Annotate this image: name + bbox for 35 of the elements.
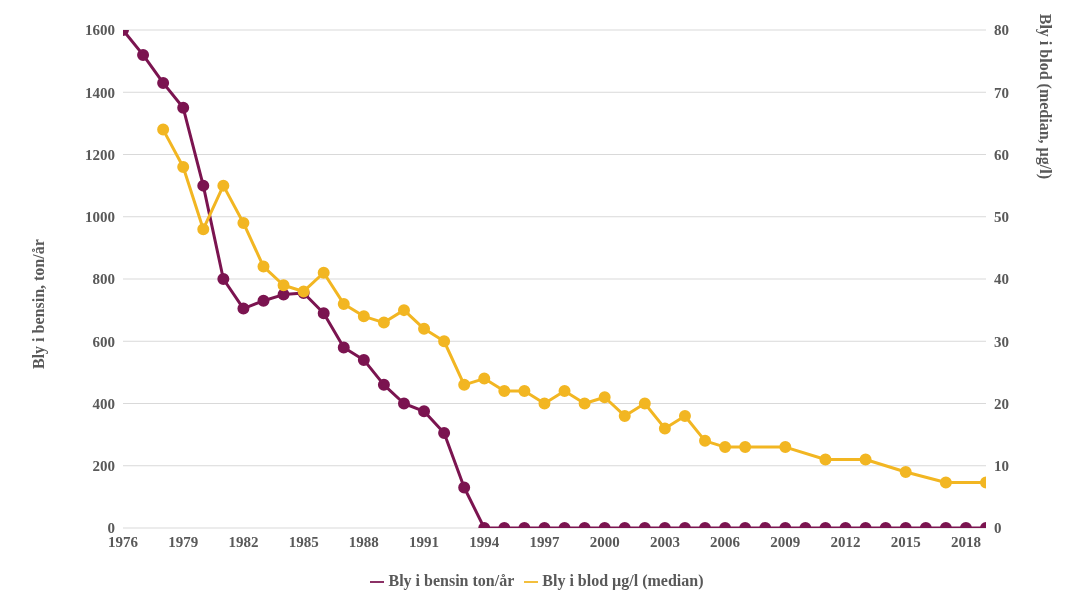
x-tick-label: 2003 <box>649 533 680 550</box>
x-tick-label: 1982 <box>228 533 259 550</box>
x-tick-label: 1985 <box>288 533 319 550</box>
x-tick-label: 2000 <box>589 533 620 550</box>
y-tick-label: 800 <box>92 271 115 288</box>
y2-axis-title: Bly i blod (median, µg/l) <box>1036 13 1055 179</box>
x-tick-label: 1994 <box>469 533 500 550</box>
y2-tick-label: 30 <box>994 333 1009 350</box>
x-tick-label: 2018 <box>950 533 981 550</box>
y2-tick-label: 40 <box>994 271 1009 288</box>
x-tick-label: 2009 <box>770 533 801 550</box>
y2-tick-label: 0 <box>994 520 1002 537</box>
y-tick-label: 1200 <box>85 146 115 163</box>
y2-tick-label: 20 <box>994 395 1009 412</box>
x-tick-label: 1997 <box>529 533 560 550</box>
legend-label: Bly i bensin ton/år <box>388 572 515 589</box>
y-tick-label: 600 <box>92 333 115 350</box>
y2-tick-label: 70 <box>994 84 1009 101</box>
y-axis-title: Bly i bensin, ton/år <box>29 239 48 369</box>
x-tick-label: 2006 <box>710 533 741 550</box>
x-tick-label: 1979 <box>168 533 199 550</box>
y2-tick-label: 10 <box>994 458 1009 475</box>
x-tick-label: 2012 <box>830 533 861 550</box>
x-tick-label: 1991 <box>409 533 440 550</box>
y2-tick-label: 60 <box>994 146 1009 163</box>
legend-label: Bly i blod µg/l (median) <box>542 572 704 589</box>
x-tick-label: 2015 <box>890 533 921 550</box>
y-tick-label: 400 <box>92 395 115 412</box>
y-tick-label: 1000 <box>85 209 115 226</box>
y2-tick-label: 50 <box>994 209 1009 226</box>
y-tick-label: 200 <box>92 458 115 475</box>
y-tick-label: 1400 <box>85 84 115 101</box>
x-tick-label: 1988 <box>348 533 379 550</box>
y2-tick-label: 80 <box>994 22 1009 39</box>
y-tick-label: 1600 <box>85 22 115 39</box>
